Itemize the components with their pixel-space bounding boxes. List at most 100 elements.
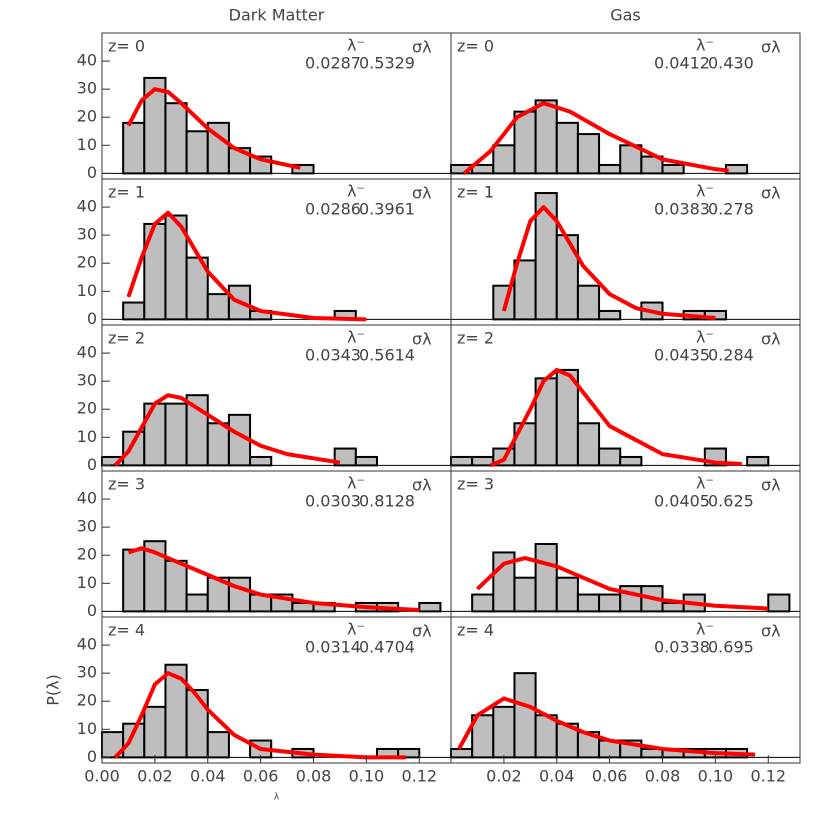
x-tick-label: 0.06: [243, 767, 279, 786]
fit-curve: [501, 205, 716, 320]
bar: [206, 731, 230, 759]
redshift-label: z= 4: [108, 621, 145, 640]
y-tick-label: 10: [77, 281, 97, 300]
y-tick-label: 30: [77, 663, 97, 682]
fit-curve: [127, 546, 420, 612]
sigma-value: 0.695: [708, 638, 754, 657]
bar: [576, 284, 601, 321]
bar: [619, 455, 643, 467]
redshift-label: z= 0: [457, 37, 494, 56]
x-tick-label: 0.10: [349, 767, 385, 786]
lambda-header: λ⁻: [347, 474, 365, 493]
sigma-header: σλ: [412, 476, 432, 495]
bar: [598, 163, 622, 175]
lambda-value: 0.0303: [305, 492, 361, 511]
sigma-value: 0.8128: [359, 492, 415, 511]
bar: [122, 430, 146, 467]
bar: [164, 102, 188, 175]
redshift-label: z= 3: [108, 475, 145, 494]
bar: [513, 576, 537, 613]
y-tick-label: 20: [77, 399, 97, 418]
lambda-value: 0.0338: [654, 638, 710, 657]
redshift-label: z= 4: [457, 621, 494, 640]
bar: [555, 121, 579, 175]
redshift-label: z= 3: [457, 475, 494, 494]
redshift-label: z= 1: [457, 183, 494, 202]
lambda-value: 0.0287: [305, 54, 361, 73]
bar: [122, 301, 146, 321]
bar: [598, 309, 622, 321]
y-tick-label: 20: [77, 691, 97, 710]
lambda-header: λ⁻: [696, 36, 714, 55]
bar: [598, 447, 622, 467]
y-tick-label: 40: [77, 197, 97, 216]
bar: [746, 455, 770, 467]
fit-curve: [113, 393, 341, 467]
bar: [450, 455, 474, 467]
bar: [164, 402, 188, 467]
redshift-label: z= 2: [108, 329, 145, 348]
x-axis-label: λ: [274, 793, 280, 803]
lambda-header: λ⁻: [347, 36, 365, 55]
bar: [122, 121, 146, 175]
sigma-header: σλ: [412, 184, 432, 203]
lambda-header: λ⁻: [696, 182, 714, 201]
bar: [471, 593, 495, 613]
sigma-header: σλ: [761, 38, 781, 57]
lambda-header: λ⁻: [696, 620, 714, 639]
y-tick-label: 10: [77, 135, 97, 154]
fit-curve: [457, 696, 756, 757]
fit-curve: [489, 367, 742, 468]
redshift-label: z= 0: [108, 37, 145, 56]
bar: [534, 99, 558, 175]
bar: [143, 705, 167, 759]
x-tick-label: 0.02: [137, 767, 173, 786]
y-tick-label: 40: [77, 489, 97, 508]
fit-curve: [113, 671, 407, 760]
y-tick-label: 30: [77, 517, 97, 536]
lambda-value: 0.0343: [305, 346, 361, 365]
x-tick-label: 0.12: [401, 767, 437, 786]
bar: [576, 422, 601, 467]
fit-curve: [476, 556, 769, 611]
redshift-label: z= 1: [108, 183, 145, 202]
x-tick-label: 0.08: [296, 767, 332, 786]
x-tick-label: 0.12: [750, 767, 786, 786]
y-tick-label: 10: [77, 573, 97, 592]
sigma-value: 0.625: [708, 492, 754, 511]
x-tick-label: 0.08: [645, 767, 681, 786]
sigma-value: 0.5329: [359, 54, 415, 73]
bar: [227, 576, 252, 613]
sigma-value: 0.3961: [359, 200, 415, 219]
y-tick-label: 20: [77, 253, 97, 272]
y-tick-label: 10: [77, 427, 97, 446]
sigma-header: σλ: [412, 622, 432, 641]
lambda-header: λ⁻: [696, 474, 714, 493]
y-tick-label: 0: [87, 601, 97, 620]
x-tick-label: 0.04: [539, 767, 575, 786]
fit-curve: [126, 210, 367, 322]
column-title: Dark Matter: [229, 6, 325, 25]
y-tick-label: 40: [77, 343, 97, 362]
y-tick-label: 20: [77, 107, 97, 126]
y-tick-label: 0: [87, 309, 97, 328]
fit-curve: [126, 87, 301, 170]
panel-frame: [450, 616, 801, 764]
sigma-header: σλ: [412, 38, 432, 57]
sigma-value: 0.5614: [359, 346, 415, 365]
y-tick-label: 30: [77, 371, 97, 390]
bar: [450, 747, 474, 759]
lambda-header: λ⁻: [347, 620, 365, 639]
bar: [206, 293, 230, 321]
bar: [534, 543, 558, 613]
y-tick-label: 0: [87, 747, 97, 766]
y-tick-label: 40: [77, 51, 97, 70]
x-tick-label: 0.00: [84, 767, 120, 786]
y-axis-label: P(λ): [44, 674, 63, 706]
fit-curve: [462, 101, 729, 175]
sigma-header: σλ: [412, 330, 432, 349]
bar: [513, 259, 537, 321]
sigma-header: σλ: [761, 184, 781, 203]
bar: [534, 714, 558, 759]
